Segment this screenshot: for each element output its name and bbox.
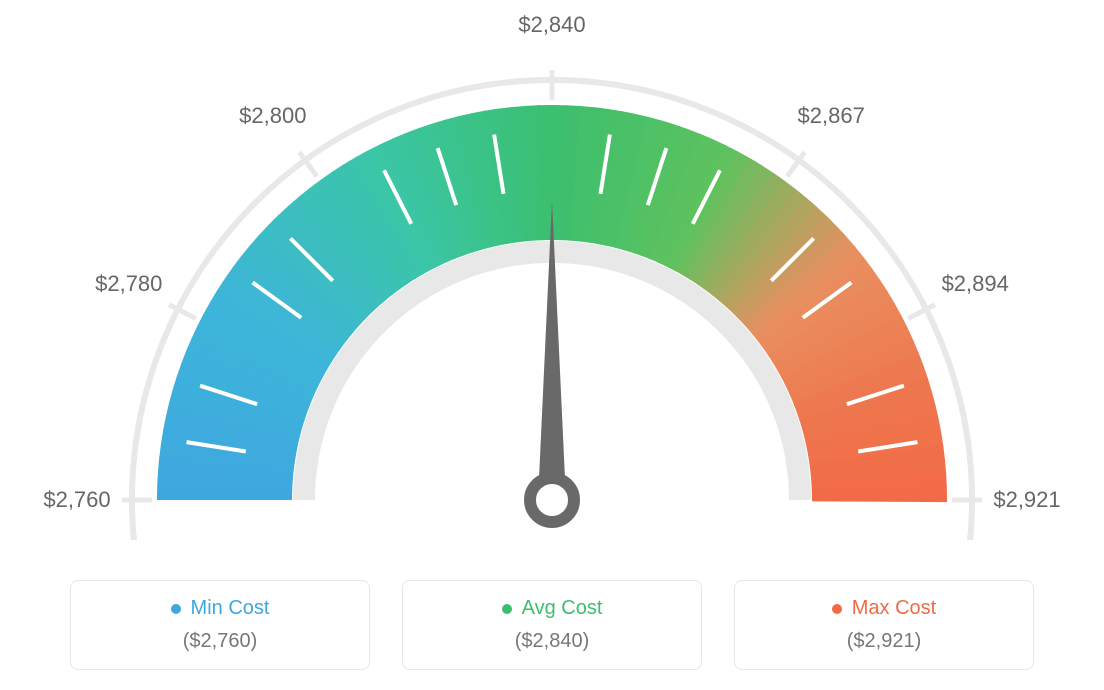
gauge-tick-label: $2,867 bbox=[798, 103, 865, 129]
legend-title-avg: Avg Cost bbox=[411, 597, 693, 620]
chart-container: $2,760 $2,780 $2,800 $2,840 $2,867 $2,894 $2,9… bbox=[0, 0, 1104, 690]
gauge-chart: $2,760 $2,780 $2,800 $2,840 $2,867 $2,894 $2,9… bbox=[0, 0, 1104, 540]
gauge-tick-label: $2,760 bbox=[43, 487, 110, 513]
legend-title-min: Min Cost bbox=[79, 597, 361, 620]
gauge-tick-label: $2,921 bbox=[993, 487, 1060, 513]
legend-label-max: Max Cost bbox=[852, 597, 936, 620]
legend-card-avg: Avg Cost ($2,840) bbox=[402, 580, 702, 670]
gauge-tick-label: $2,840 bbox=[518, 12, 585, 38]
legend-dot-avg bbox=[502, 604, 512, 614]
gauge-tick-label: $2,894 bbox=[942, 271, 1009, 297]
legend-label-min: Min Cost bbox=[191, 597, 270, 620]
legend-label-avg: Avg Cost bbox=[522, 597, 603, 620]
legend-dot-min bbox=[171, 604, 181, 614]
gauge-tick-label: $2,780 bbox=[95, 271, 162, 297]
legend-value-max: ($2,921) bbox=[743, 630, 1025, 653]
gauge-tick-label: $2,800 bbox=[239, 103, 306, 129]
legend-card-min: Min Cost ($2,760) bbox=[70, 580, 370, 670]
gauge-svg bbox=[0, 0, 1104, 540]
legend-row: Min Cost ($2,760) Avg Cost ($2,840) Max … bbox=[0, 580, 1104, 670]
legend-card-max: Max Cost ($2,921) bbox=[734, 580, 1034, 670]
legend-dot-max bbox=[832, 604, 842, 614]
legend-value-avg: ($2,840) bbox=[411, 630, 693, 653]
legend-value-min: ($2,760) bbox=[79, 630, 361, 653]
legend-title-max: Max Cost bbox=[743, 597, 1025, 620]
